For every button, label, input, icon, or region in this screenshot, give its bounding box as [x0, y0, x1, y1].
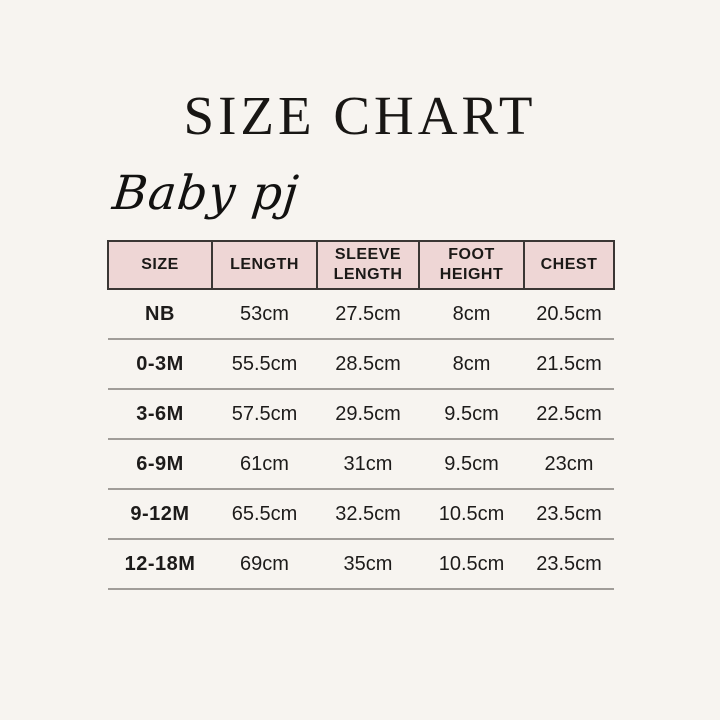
foot-height-cell: 9.5cm	[419, 439, 524, 490]
chest-cell: 23.5cm	[524, 489, 614, 540]
sleeve-length-cell: 35cm	[317, 539, 419, 590]
table-row: 6-9M 61cm 31cm 9.5cm 23cm	[108, 439, 614, 490]
length-cell: 69cm	[212, 539, 317, 590]
foot-height-cell: 8cm	[419, 289, 524, 340]
foot-height-cell: 8cm	[419, 339, 524, 390]
length-cell: 55.5cm	[212, 339, 317, 390]
sleeve-length-cell: 29.5cm	[317, 389, 419, 440]
column-header-length: LENGTH	[211, 240, 318, 290]
chest-cell: 20.5cm	[524, 289, 614, 340]
table-row: 3-6M 57.5cm 29.5cm 9.5cm 22.5cm	[108, 389, 614, 440]
length-cell: 61cm	[212, 439, 317, 490]
table-header-row: SIZE LENGTH SLEEVE LENGTH FOOT HEIGHT CH…	[107, 240, 615, 290]
table-row: NB 53cm 27.5cm 8cm 20.5cm	[108, 289, 614, 340]
size-cell: 9-12M	[108, 489, 212, 540]
size-cell: 0-3M	[108, 339, 212, 390]
column-header-sleeve-length: SLEEVE LENGTH	[316, 240, 420, 290]
foot-height-cell: 10.5cm	[419, 539, 524, 590]
size-cell: 6-9M	[108, 439, 212, 490]
foot-height-cell: 9.5cm	[419, 389, 524, 440]
table-row: 0-3M 55.5cm 28.5cm 8cm 21.5cm	[108, 339, 614, 390]
length-cell: 65.5cm	[212, 489, 317, 540]
chest-cell: 21.5cm	[524, 339, 614, 390]
size-chart-table: SIZE LENGTH SLEEVE LENGTH FOOT HEIGHT CH…	[107, 240, 615, 590]
table-row: 12-18M 69cm 35cm 10.5cm 23.5cm	[108, 539, 614, 590]
chest-cell: 23.5cm	[524, 539, 614, 590]
length-cell: 53cm	[212, 289, 317, 340]
chest-cell: 22.5cm	[524, 389, 614, 440]
column-header-foot-height: FOOT HEIGHT	[418, 240, 525, 290]
foot-height-cell: 10.5cm	[419, 489, 524, 540]
column-header-chest: CHEST	[523, 240, 615, 290]
size-cell: 12-18M	[108, 539, 212, 590]
length-cell: 57.5cm	[212, 389, 317, 440]
table-row: 9-12M 65.5cm 32.5cm 10.5cm 23.5cm	[108, 489, 614, 540]
sleeve-length-cell: 27.5cm	[317, 289, 419, 340]
column-header-size: SIZE	[107, 240, 213, 290]
brand-script-text: Baby pj	[110, 166, 302, 221]
size-cell: NB	[108, 289, 212, 340]
sleeve-length-cell: 28.5cm	[317, 339, 419, 390]
sleeve-length-cell: 31cm	[317, 439, 419, 490]
chest-cell: 23cm	[524, 439, 614, 490]
page-title: SIZE CHART	[183, 85, 537, 146]
sleeve-length-cell: 32.5cm	[317, 489, 419, 540]
size-cell: 3-6M	[108, 389, 212, 440]
